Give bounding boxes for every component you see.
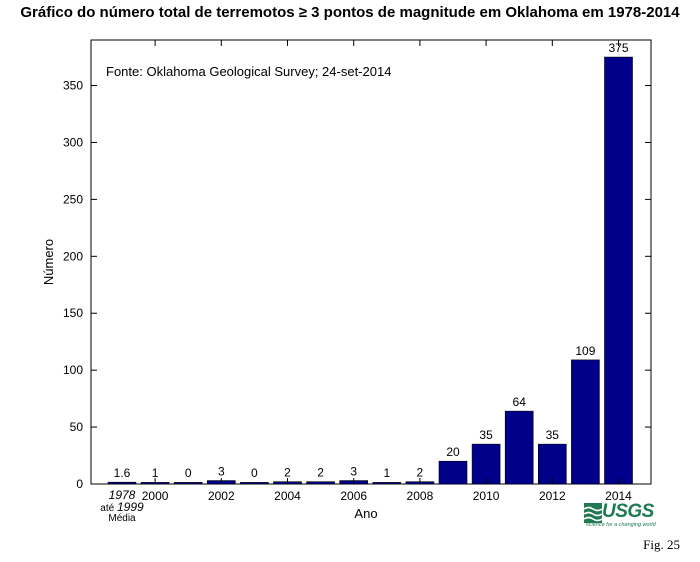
value-label-1: 1: [152, 466, 159, 480]
value-label-14: 109: [575, 344, 595, 358]
y-tick-label-2: 100: [63, 363, 83, 377]
bar-14: [571, 359, 600, 485]
bar-11: [471, 443, 501, 485]
bar-13: [537, 443, 567, 485]
figure-label: Fig. 25: [643, 537, 680, 552]
bar-6: [306, 481, 335, 485]
bar-2: [173, 482, 203, 485]
value-label-0: 1.6: [114, 466, 131, 480]
value-label-6: 2: [317, 466, 324, 480]
y-tick-label-6: 300: [63, 135, 83, 149]
value-label-11: 35: [479, 428, 493, 442]
bar-12: [504, 410, 534, 485]
usgs-wordmark: USGS: [602, 501, 654, 522]
y-tick-label-1: 50: [70, 420, 84, 434]
value-label-3: 3: [218, 465, 225, 479]
value-label-12: 64: [513, 395, 527, 409]
x-tick-label-15: 2014: [605, 489, 632, 503]
value-label-13: 35: [546, 428, 560, 442]
y-tick-label-3: 150: [63, 306, 83, 320]
first-category-label-line-3: Média: [108, 513, 136, 524]
value-label-4: 0: [251, 466, 258, 480]
y-tick-label-7: 350: [63, 79, 83, 93]
x-axis: 2000 2002 2004 2006 2008 2010 2012 20141978até …: [100, 40, 632, 524]
value-label-15: 375: [608, 41, 628, 55]
first-category-label-line-2: até 1999: [100, 500, 144, 514]
x-axis-label: Ano: [354, 506, 377, 521]
value-label-7: 3: [350, 465, 357, 479]
bar-10: [438, 460, 468, 485]
x-tick-label-3: 2002: [208, 489, 235, 503]
y-tick-label-0: 0: [76, 477, 83, 491]
x-tick-label-9: 2008: [407, 489, 434, 503]
bar-15: [604, 56, 633, 485]
x-tick-label-11: 2010: [473, 489, 500, 503]
y-tick-label-5: 250: [63, 192, 83, 206]
y-axis-label: Número: [41, 239, 56, 285]
y-tick-label-4: 200: [63, 249, 83, 263]
value-label-5: 2: [284, 466, 291, 480]
value-label-2: 0: [185, 466, 192, 480]
x-tick-label-5: 2004: [274, 489, 301, 503]
x-tick-label-1: 2000: [142, 489, 169, 503]
value-label-10: 20: [446, 445, 460, 459]
x-tick-label-7: 2006: [340, 489, 367, 503]
bar-8: [372, 482, 402, 485]
usgs-logo: USGS science for a changing world: [584, 501, 656, 531]
first-category-label-line-1: 1978: [109, 488, 136, 502]
source-annotation: Fonte: Oklahoma Geological Survey; 24-se…: [106, 64, 391, 79]
usgs-wave-icon: [584, 503, 602, 523]
usgs-tagline: science for a changing world: [586, 522, 656, 528]
chart-title: Gráfico do número total de terremotos ≥ …: [20, 4, 680, 21]
bar-4: [240, 482, 269, 485]
value-label-9: 2: [417, 466, 424, 480]
value-label-8: 1: [383, 466, 390, 480]
bar-0: [107, 481, 137, 485]
x-tick-label-13: 2012: [539, 489, 566, 503]
value-labels-layer: 1.6 1 0 3 0 2 2 3 1 2 20 35 64 35 109 375: [114, 41, 629, 480]
plot-area: [90, 39, 652, 485]
